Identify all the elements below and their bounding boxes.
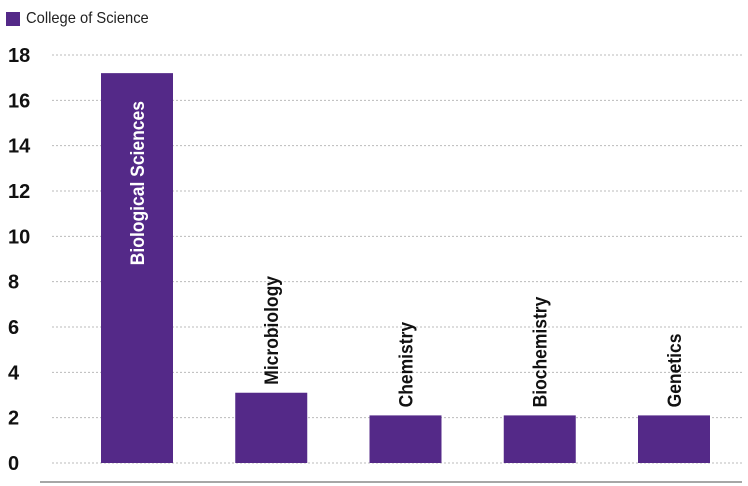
legend: College of Science [6, 8, 159, 30]
y-tick-label: 14 [8, 136, 31, 158]
bar [235, 392, 308, 463]
y-tick-label: 0 [8, 453, 19, 475]
y-tick-label: 2 [8, 408, 19, 430]
y-tick-label: 18 [8, 45, 30, 67]
bar-label: Biological Sciences [126, 101, 148, 265]
y-tick-label: 16 [8, 90, 30, 112]
legend-label: College of Science [26, 10, 149, 27]
y-tick-label: 8 [8, 272, 19, 294]
y-tick-label: 4 [8, 362, 20, 384]
y-tick-label: 10 [8, 226, 30, 248]
bars [101, 73, 710, 463]
bar [101, 73, 173, 463]
bar-labels: Biological Sciences Microbiology Chemistry… [126, 101, 685, 407]
bar-label: Biochemistry [529, 296, 551, 408]
bar [503, 415, 576, 463]
legend-swatch [6, 12, 20, 26]
bar-label: Chemistry [395, 321, 417, 407]
bar [369, 415, 442, 463]
y-tick-label: 6 [8, 317, 19, 339]
bar-label: Microbiology [260, 275, 282, 385]
y-axis-ticks: 0 2 4 6 8 10 12 14 16 18 [8, 45, 31, 475]
bar-label: Genetics [663, 334, 685, 408]
y-tick-label: 12 [8, 181, 30, 203]
bar [638, 415, 710, 463]
